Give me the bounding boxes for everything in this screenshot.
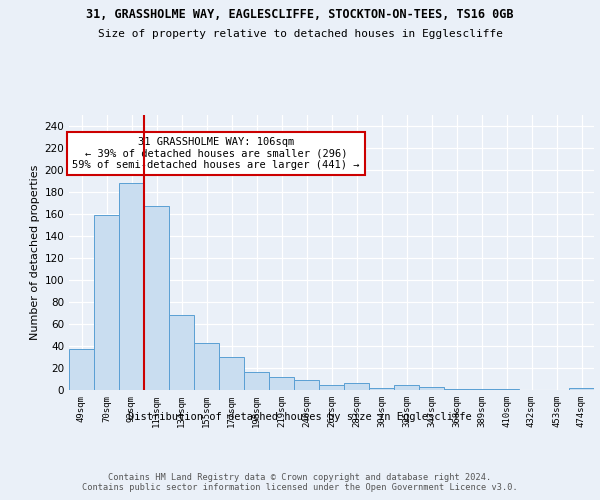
Y-axis label: Number of detached properties: Number of detached properties xyxy=(30,165,40,340)
Text: 31, GRASSHOLME WAY, EAGLESCLIFFE, STOCKTON-ON-TEES, TS16 0GB: 31, GRASSHOLME WAY, EAGLESCLIFFE, STOCKT… xyxy=(86,8,514,20)
Bar xyxy=(269,377,294,390)
Text: Contains HM Land Registry data © Crown copyright and database right 2024.
Contai: Contains HM Land Registry data © Crown c… xyxy=(82,472,518,492)
Bar xyxy=(469,389,494,390)
Text: 31 GRASSHOLME WAY: 106sqm
← 39% of detached houses are smaller (296)
59% of semi: 31 GRASSHOLME WAY: 106sqm ← 39% of detac… xyxy=(72,137,360,170)
Bar xyxy=(69,350,94,390)
Bar xyxy=(169,315,194,390)
Bar xyxy=(394,384,419,390)
Bar xyxy=(344,384,369,390)
Bar xyxy=(194,342,219,390)
Bar xyxy=(244,372,269,390)
Bar xyxy=(119,183,144,390)
Bar xyxy=(144,206,169,390)
Bar xyxy=(294,380,319,390)
Bar xyxy=(494,389,519,390)
Bar xyxy=(369,388,394,390)
Bar xyxy=(444,389,469,390)
Bar xyxy=(419,386,444,390)
Bar xyxy=(219,357,244,390)
Bar xyxy=(569,388,594,390)
Bar xyxy=(94,215,119,390)
Text: Distribution of detached houses by size in Egglescliffe: Distribution of detached houses by size … xyxy=(128,412,472,422)
Text: Size of property relative to detached houses in Egglescliffe: Size of property relative to detached ho… xyxy=(97,29,503,39)
Bar xyxy=(319,384,344,390)
